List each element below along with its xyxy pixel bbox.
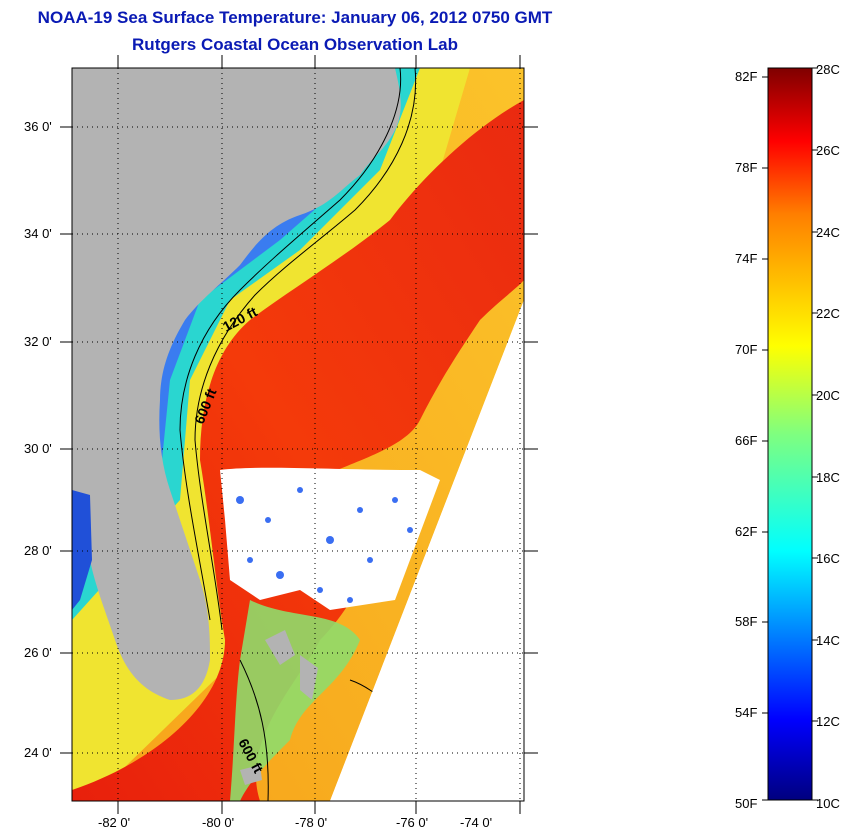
lon-label: -74 0' <box>460 815 492 830</box>
lat-label: 34 0' <box>24 226 52 241</box>
colorbar-f-label: 62F <box>735 524 757 539</box>
colorbar-c-label: 10C <box>816 796 840 811</box>
cloud-edges <box>236 487 413 603</box>
colorbar-c-label: 24C <box>816 225 840 240</box>
colorbar-c-label: 14C <box>816 633 840 648</box>
lat-label: 26 0' <box>24 645 52 660</box>
gulf-stream <box>72 100 524 801</box>
colorbar-f-label: 82F <box>735 69 757 84</box>
colorbar-f-label: 50F <box>735 796 757 811</box>
contour-600ft <box>194 68 417 631</box>
lat-label: 32 0' <box>24 334 52 349</box>
colorbar-c-label: 18C <box>816 470 840 485</box>
bahamas-bank <box>230 600 360 801</box>
colorbar-f-label: 66F <box>735 433 757 448</box>
lat-label: 24 0' <box>24 745 52 760</box>
lon-ticks <box>117 55 521 814</box>
lat-label: 36 0' <box>24 119 52 134</box>
map-subtitle: Rutgers Coastal Ocean Observation Lab <box>132 35 458 54</box>
gulf-coast-water <box>72 490 92 610</box>
colorbar-c-label: 26C <box>816 143 840 158</box>
contour-120ft <box>179 68 402 621</box>
graticule <box>72 68 524 801</box>
lon-label: -78 0' <box>295 815 327 830</box>
colorbar-f-label: 74F <box>735 251 757 266</box>
colorbar <box>767 67 813 801</box>
bahamas-islands <box>240 630 318 785</box>
colorbar-f-label: 58F <box>735 614 757 629</box>
contour-600ft-south <box>239 659 269 801</box>
lat-label: 30 0' <box>24 441 52 456</box>
lon-label: -80 0' <box>202 815 234 830</box>
lon-label: -76 0' <box>396 815 428 830</box>
lat-ticks <box>60 126 538 754</box>
colorbar-ticks <box>762 67 818 801</box>
colorbar-c-label: 12C <box>816 714 840 729</box>
lon-label: -82 0' <box>98 815 130 830</box>
colorbar-f-label: 78F <box>735 160 757 175</box>
colorbar-c-label: 16C <box>816 551 840 566</box>
colorbar-c-label: 28C <box>816 62 840 77</box>
colorbar-f-label: 70F <box>735 342 757 357</box>
colorbar-f-label: 54F <box>735 705 757 720</box>
lat-label: 28 0' <box>24 543 52 558</box>
land-southeast-us <box>72 68 401 700</box>
plot-border <box>71 67 525 802</box>
map-title: NOAA-19 Sea Surface Temperature: January… <box>37 8 553 27</box>
colorbar-c-label: 20C <box>816 388 840 403</box>
colorbar-c-label: 22C <box>816 306 840 321</box>
